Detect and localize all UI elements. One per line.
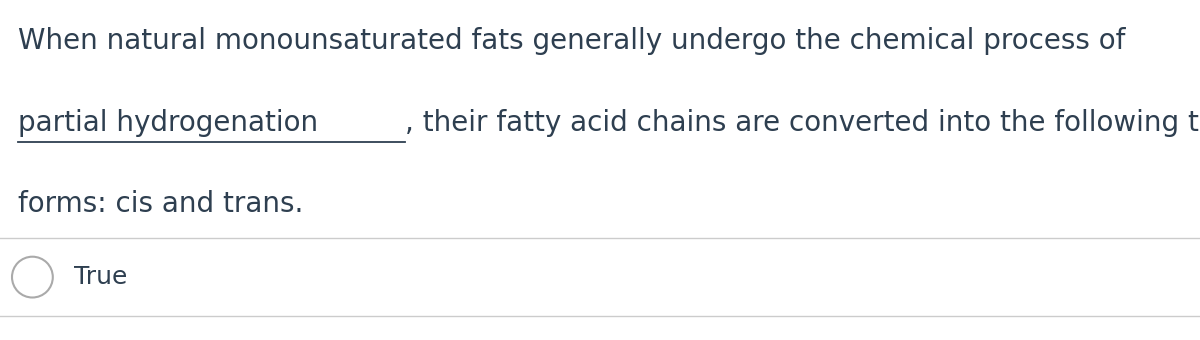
Text: True: True <box>74 265 127 289</box>
Text: , their fatty acid chains are converted into the following two: , their fatty acid chains are converted … <box>406 109 1200 137</box>
Text: forms: cis and trans.: forms: cis and trans. <box>18 190 304 218</box>
Text: partial hydrogenation: partial hydrogenation <box>18 109 318 137</box>
Text: When natural monounsaturated fats generally undergo the chemical process of: When natural monounsaturated fats genera… <box>18 27 1126 55</box>
